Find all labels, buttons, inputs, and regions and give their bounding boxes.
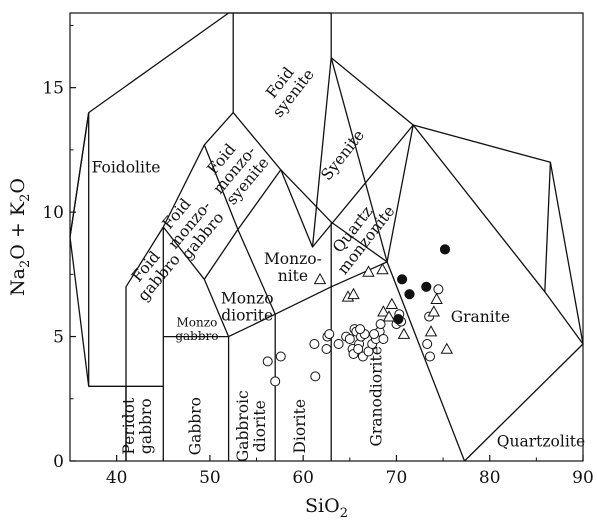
- data-points: [262, 244, 454, 387]
- data-point-triangle: [430, 292, 443, 304]
- data-point-open-circle: [344, 334, 355, 344]
- data-point-open-circle: [422, 339, 433, 349]
- data-point-filled-circle: [421, 281, 432, 292]
- data-point-open-circle: [353, 344, 364, 354]
- y-tick-label: 0: [53, 452, 64, 472]
- field-label-gabbroic-diorite: Gabbroicdiorite: [234, 390, 269, 462]
- data-point-filled-circle: [393, 314, 404, 325]
- data-point-open-circle: [270, 376, 281, 387]
- field-boundary-line: [412, 124, 584, 462]
- field-label-granodiorite: Granodiorite: [367, 346, 385, 446]
- data-point-triangle: [397, 327, 411, 339]
- x-tick-label: 70: [386, 468, 408, 488]
- x-tick-label: 60: [292, 468, 314, 488]
- data-point-open-circle: [275, 351, 286, 362]
- data-point-triangle: [347, 287, 360, 300]
- field-label-foidolite: Foidolite: [92, 159, 161, 177]
- data-point-filled-circle: [404, 289, 415, 300]
- x-tick-label: 50: [199, 468, 221, 488]
- field-label-diorite: Diorite: [291, 399, 309, 454]
- data-point-triangle: [427, 305, 441, 317]
- y-tick-label: 15: [42, 79, 64, 99]
- y-tick-label: 5: [53, 328, 64, 348]
- field-boundary-line: [69, 112, 90, 238]
- data-point-open-circle: [262, 356, 273, 367]
- field-boundary-line: [237, 229, 276, 315]
- data-point-open-circle: [425, 351, 435, 362]
- data-point-triangle: [385, 297, 399, 309]
- field-label-gabbro: Gabbro: [186, 397, 204, 455]
- data-point-triangle: [440, 342, 454, 354]
- axes: 40 50 60 70 80 90 0 5 10 15: [42, 24, 594, 488]
- data-point-triangle: [313, 272, 327, 285]
- field-boundaries: [69, 12, 584, 462]
- x-tick-label: 40: [106, 468, 128, 488]
- data-point-open-circle: [310, 371, 321, 382]
- data-point-open-circle: [321, 344, 332, 354]
- field-label-quartzolite: Quartzolite: [497, 433, 585, 451]
- data-point-triangle: [377, 305, 390, 317]
- field-label-monzodiorite: Monzo diorite: [221, 290, 274, 325]
- data-point-triangle: [376, 262, 389, 275]
- data-point-open-circle: [324, 329, 335, 340]
- data-point-open-circle: [333, 339, 344, 349]
- data-point-filled-circle: [439, 244, 451, 255]
- y-tick-label: 10: [42, 203, 64, 223]
- field-boundary-line: [69, 12, 414, 461]
- field-boundary-line: [544, 162, 552, 292]
- field-label-foid-syenite: Foidsyenite: [256, 55, 318, 121]
- field-label-peridot-gabbro: Peridotgabbro: [120, 397, 155, 455]
- data-point-triangle: [424, 325, 438, 337]
- field-boundary-line: [311, 57, 332, 248]
- field-label-monzonite: Monzo-nite: [264, 250, 322, 285]
- field-label-syenite: Syenite: [317, 126, 367, 183]
- y-axis-label: Na2O + K2O: [7, 178, 33, 296]
- plot-frame: [69, 12, 584, 462]
- data-point-open-circle: [309, 339, 320, 349]
- field-label-quartz-monzonite: Quartzmonzonite: [320, 192, 398, 278]
- data-point-open-circle: [369, 329, 380, 340]
- data-point-filled-circle: [397, 274, 408, 285]
- data-point-triangle: [362, 265, 375, 277]
- x-tick-label: 80: [479, 468, 501, 488]
- data-point-open-circle: [433, 284, 444, 295]
- data-point-open-circle: [355, 324, 366, 335]
- x-axis-label: SiO2: [305, 495, 348, 521]
- field-label-monzogabbro: Monzo gabbro: [175, 316, 218, 343]
- data-point-open-circle: [378, 334, 389, 344]
- field-boundary-line: [203, 144, 239, 230]
- field-boundary-line: [386, 261, 466, 462]
- field-label-granite: Granite: [451, 308, 510, 326]
- data-point-triangle: [382, 310, 396, 322]
- field-boundary-line: [330, 57, 414, 126]
- x-tick-label: 90: [572, 468, 594, 488]
- data-point-open-circle: [375, 319, 386, 330]
